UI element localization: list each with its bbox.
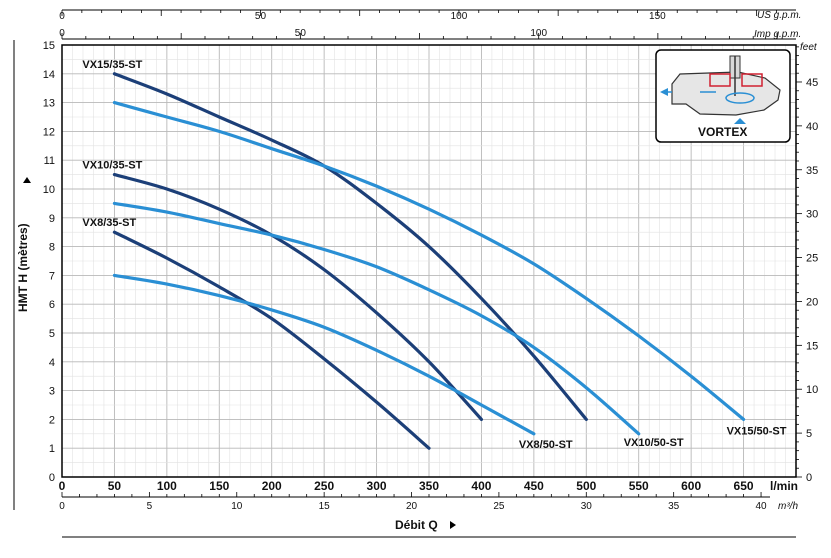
m3h-tick-label: 10 xyxy=(231,501,243,512)
feet-tick-label: 30 xyxy=(806,209,818,221)
y-tick-label: 13 xyxy=(43,98,55,110)
series-label: VX10/35-ST xyxy=(82,160,142,172)
x-tick-label: 250 xyxy=(314,479,334,493)
m3h-tick-label: 30 xyxy=(581,501,593,512)
x-tick-label: 50 xyxy=(108,479,122,493)
y-tick-label: 10 xyxy=(43,184,55,196)
feet-tick-label: 20 xyxy=(806,296,818,308)
x-axis-arrow-icon xyxy=(450,521,456,529)
us-gpm-tick-label: 100 xyxy=(451,11,468,22)
m3h-tick-label: 25 xyxy=(493,501,505,512)
y-axis-arrow-icon xyxy=(23,177,31,183)
series-line-vx10-50-st xyxy=(112,201,641,436)
series-line-vx8-35-st xyxy=(112,230,431,450)
x-tick-label: 300 xyxy=(367,479,387,493)
x-tick-label: 200 xyxy=(262,479,282,493)
x-tick-label: 550 xyxy=(629,479,649,493)
series-line-vx15-50-st xyxy=(112,101,746,421)
x-tick-label: 450 xyxy=(524,479,544,493)
y-tick-label: 0 xyxy=(49,472,55,484)
y-tick-label: 4 xyxy=(49,357,55,369)
m3h-tick-label: 0 xyxy=(59,501,65,512)
y-tick-label: 15 xyxy=(43,40,55,52)
x-tick-label: 150 xyxy=(209,479,229,493)
m3h-tick-label: 15 xyxy=(319,501,331,512)
y-tick-label: 7 xyxy=(49,270,55,282)
series-label: VX8/50-ST xyxy=(519,439,573,451)
us-gpm-unit-label: US g.p.m. xyxy=(757,10,801,21)
x-tick-label: 500 xyxy=(576,479,596,493)
y-tick-label: 3 xyxy=(49,386,55,398)
series-label: VX15/35-ST xyxy=(82,59,142,71)
y-axis-title: HMT H (mètres) xyxy=(16,223,30,312)
feet-tick-label: 35 xyxy=(806,165,818,177)
us-gpm-tick-label: 50 xyxy=(255,11,267,22)
m3h-tick-label: 5 xyxy=(147,501,153,512)
x-tick-label: 100 xyxy=(157,479,177,493)
feet-tick-label: 10 xyxy=(806,384,818,396)
y-tick-label: 1 xyxy=(49,443,55,455)
feet-tick-label: 40 xyxy=(806,121,818,133)
vortex-pump-icon xyxy=(660,55,781,124)
m3h-tick-label: 35 xyxy=(668,501,680,512)
series-label: VX8/35-ST xyxy=(82,217,136,229)
series-line-vx8-50-st xyxy=(112,273,536,436)
x-axis-title: Débit Q xyxy=(395,518,438,532)
y-tick-label: 8 xyxy=(49,242,55,254)
y-tick-label: 12 xyxy=(43,126,55,138)
imp-gpm-unit-label: Imp g.p.m. xyxy=(754,29,801,40)
lmin-unit-label: l/min xyxy=(770,479,798,493)
y-tick-label: 5 xyxy=(49,328,55,340)
plot-frame xyxy=(61,44,797,478)
m3h-unit-label: m³/h xyxy=(778,501,798,512)
feet-tick-label: 0 xyxy=(806,472,812,484)
x-tick-label: 400 xyxy=(471,479,491,493)
x-tick-label: 0 xyxy=(59,479,66,493)
feet-tick-label: 45 xyxy=(806,77,818,89)
series-label: VX15/50-ST xyxy=(727,425,787,437)
us-gpm-tick-label: 0 xyxy=(59,11,65,22)
y-tick-label: 14 xyxy=(43,69,55,81)
m3h-tick-label: 20 xyxy=(406,501,418,512)
y-tick-label: 2 xyxy=(49,414,55,426)
y-tick-label: 11 xyxy=(44,155,55,167)
series-line-vx10-35-st xyxy=(112,173,484,421)
x-tick-label: 600 xyxy=(681,479,701,493)
axis-ticks: 0 50 100 150 200 250 300 350 400 450 500 550 600 6500… xyxy=(43,10,818,512)
vortex-inset: VORTEX xyxy=(655,49,791,143)
feet-tick-label: 25 xyxy=(806,253,818,265)
imp-gpm-tick-label: 0 xyxy=(59,28,65,39)
series-label: VX10/50-ST xyxy=(624,437,684,449)
imp-gpm-tick-label: 100 xyxy=(530,28,547,39)
series-lines xyxy=(112,72,746,450)
y-tick-label: 6 xyxy=(49,299,55,311)
imp-gpm-tick-label: 50 xyxy=(295,28,307,39)
us-gpm-tick-label: 150 xyxy=(649,11,666,22)
feet-unit-label: feet xyxy=(800,42,818,53)
feet-tick-label: 15 xyxy=(806,340,818,352)
series-labels: VX15/35-ST VX10/35-ST VX8/35-ST VX15/50-ST V… xyxy=(82,59,786,451)
x-tick-label: 350 xyxy=(419,479,439,493)
x-tick-label: 650 xyxy=(734,479,754,493)
m3h-tick-label: 40 xyxy=(755,501,767,512)
y-tick-label: 9 xyxy=(49,213,55,225)
vortex-label: VORTEX xyxy=(698,125,747,139)
feet-tick-label: 5 xyxy=(806,428,812,440)
